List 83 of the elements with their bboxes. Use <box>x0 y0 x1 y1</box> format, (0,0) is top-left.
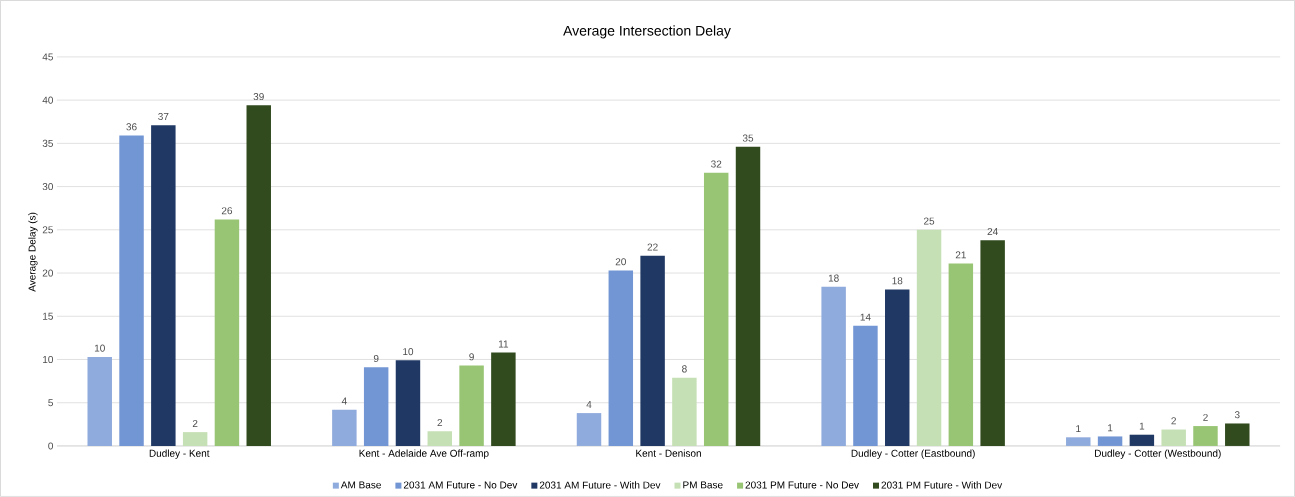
legend-label: 2031 PM Future - No Dev <box>745 481 859 489</box>
y-axis-title: Average Delay (s) <box>28 212 38 292</box>
data-label: 9 <box>373 355 379 363</box>
y-tick-label: 0 <box>48 442 54 450</box>
bar <box>980 240 1005 447</box>
x-tick-label: Kent - Adelaide Ave Off-ramp <box>359 449 489 459</box>
y-tick-label: 5 <box>48 399 53 407</box>
data-label: 4 <box>586 401 592 408</box>
bar <box>853 325 878 447</box>
data-label: 20 <box>615 258 626 266</box>
data-label: 2 <box>1203 413 1208 421</box>
y-tick-label: 45 <box>42 53 53 61</box>
bar <box>87 356 112 447</box>
bar <box>332 409 357 447</box>
x-tick-label: Kent - Denison <box>636 449 701 457</box>
x-tick-label: Dudley - Cotter (Westbound) <box>1095 449 1221 459</box>
data-label: 1 <box>1139 422 1145 430</box>
bar <box>640 255 665 447</box>
data-label: 9 <box>469 353 474 361</box>
bar <box>703 172 729 447</box>
data-label: 24 <box>987 228 998 236</box>
data-label: 2 <box>1171 417 1176 425</box>
data-label: 37 <box>158 112 169 121</box>
y-tick-label: 35 <box>42 139 53 147</box>
x-tick-label: Dudley - Kent <box>149 449 210 459</box>
legend-label: AM Base <box>340 481 381 489</box>
data-label: 11 <box>498 340 509 348</box>
data-label: 39 <box>253 93 264 101</box>
y-tick-label: 40 <box>42 96 54 104</box>
data-label: 36 <box>126 123 137 131</box>
data-label: 2 <box>437 419 443 427</box>
data-label: 21 <box>955 251 966 259</box>
legend-label: 2031 PM Future - With Dev <box>881 481 1003 489</box>
y-tick-label: 20 <box>42 269 54 277</box>
data-label: 1 <box>1076 425 1081 433</box>
data-label: 22 <box>647 243 658 251</box>
data-label: 10 <box>403 348 414 356</box>
data-label: 18 <box>828 274 839 282</box>
bar <box>948 263 974 447</box>
legend-label: 2031 AM Future - With Dev <box>539 481 661 489</box>
data-label: 26 <box>221 207 233 215</box>
bar <box>1129 434 1155 447</box>
data-label: 35 <box>742 134 754 142</box>
data-label: 2 <box>192 420 198 427</box>
data-label: 18 <box>892 277 903 285</box>
x-tick-label: Dudley - Cotter (Eastbound) <box>851 449 975 459</box>
data-label: 8 <box>682 365 687 373</box>
bar <box>491 352 516 447</box>
data-label: 10 <box>94 344 105 352</box>
bar <box>672 377 697 447</box>
data-label: 1 <box>1108 424 1113 432</box>
chart-title: Average Intersection Delay <box>563 25 731 39</box>
data-label: 32 <box>711 160 722 168</box>
legend-label: PM Base <box>683 481 723 489</box>
bar <box>885 289 910 447</box>
y-tick-label: 30 <box>42 183 54 191</box>
y-tick-label: 15 <box>43 312 53 320</box>
bar <box>1097 436 1123 447</box>
bar <box>182 432 208 447</box>
data-label: 25 <box>923 217 935 225</box>
data-label: 14 <box>860 313 871 321</box>
bar <box>608 270 634 447</box>
bar <box>576 413 602 447</box>
bar <box>1193 426 1218 447</box>
bar <box>427 431 453 447</box>
legend-label: 2031 AM Future - No Dev <box>403 481 518 489</box>
bar <box>735 146 761 447</box>
data-label: 4 <box>341 397 347 405</box>
y-tick-label: 25 <box>42 226 53 234</box>
bar <box>151 125 176 447</box>
bar <box>1161 429 1186 447</box>
bar <box>395 360 421 447</box>
y-tick-label: 10 <box>43 356 54 364</box>
bar <box>214 219 240 447</box>
bar <box>916 229 942 447</box>
bar <box>459 365 484 447</box>
bar <box>821 286 846 447</box>
bar <box>1225 423 1250 447</box>
bar <box>1066 437 1091 447</box>
data-label: 3 <box>1234 411 1240 419</box>
bar <box>246 105 271 447</box>
bar <box>119 135 144 447</box>
bar <box>363 367 389 447</box>
